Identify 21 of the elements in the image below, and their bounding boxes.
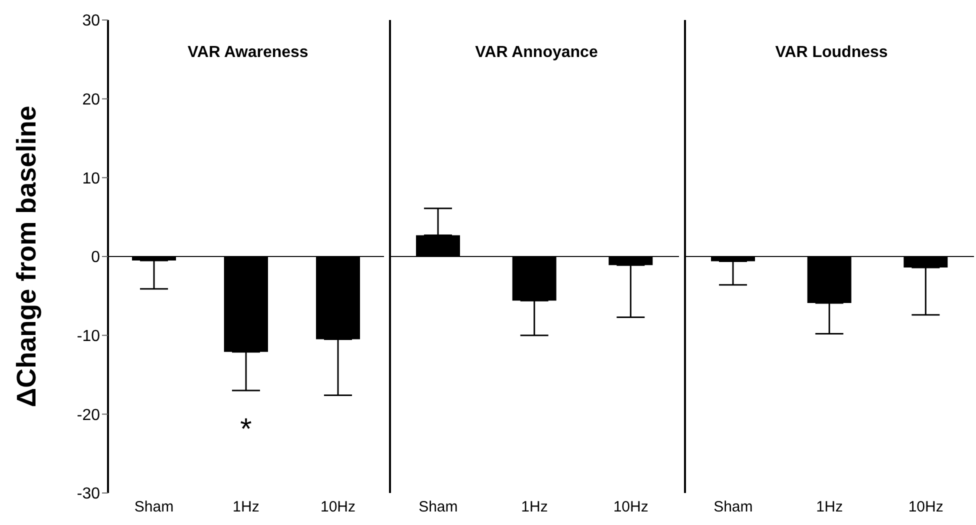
x-tick-label: Sham (134, 498, 174, 516)
x-tick-label: 10Hz (908, 498, 944, 516)
text: VAR Awareness (186, 44, 310, 62)
x-tick-label: 1Hz (816, 498, 843, 516)
y-tick-label: -10 (76, 328, 100, 346)
y-axis-title: ΔChange from baseline (12, 106, 42, 408)
text: VAR Annoyance (474, 44, 599, 62)
annotation: * (239, 413, 253, 447)
x-tick-label: 1Hz (232, 498, 260, 516)
y-tick-label: 20 (82, 92, 100, 109)
text: VAR Loudness (774, 44, 889, 62)
y-tick-label: 30 (82, 12, 100, 30)
x-tick-label: 1Hz (521, 498, 548, 516)
y-tick-label: -30 (76, 486, 100, 503)
y-tick-label: -20 (76, 406, 100, 424)
x-tick-label: 10Hz (320, 498, 356, 516)
y-tick-label: 10 (82, 170, 100, 188)
x-tick-label: 10Hz (613, 498, 648, 516)
x-tick-label: Sham (418, 498, 458, 516)
x-tick-label: Sham (714, 498, 753, 516)
y-tick-label: 0 (91, 249, 100, 266)
